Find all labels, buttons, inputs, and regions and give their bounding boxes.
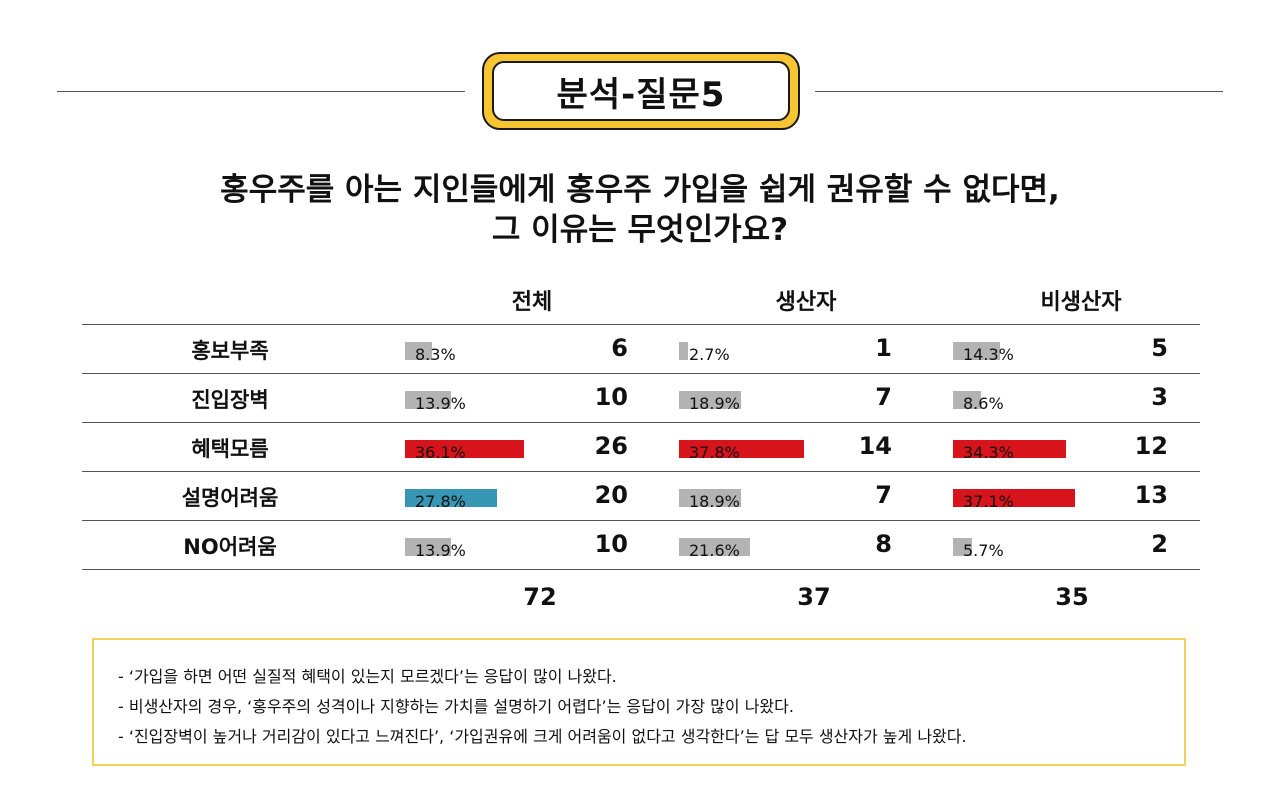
percent-label: 36.1%	[415, 443, 466, 462]
table-rule	[82, 324, 1200, 325]
table-row: NO어려움 13.9% 10 21.6% 8 5.7% 2	[0, 521, 1280, 570]
table-rule	[82, 471, 1200, 472]
percent-bar	[953, 391, 982, 409]
count-value: 2	[1151, 530, 1168, 558]
percent-bar	[679, 489, 742, 507]
total-all: 72	[523, 583, 557, 611]
row-label: NO어려움	[183, 535, 277, 559]
question-line-2: 그 이유는 무엇인가요?	[491, 212, 789, 248]
question-title: 홍우주를 아는 지인들에게 홍우주 가입을 쉽게 권유할 수 없다면, 그 이유…	[0, 170, 1280, 250]
column-header-all: 전체	[511, 290, 553, 315]
note-item: - ‘가입을 하면 어떤 실질적 혜택이 있는지 모르겠다’는 응답이 많이 나…	[118, 667, 617, 686]
percent-label: 37.1%	[963, 492, 1014, 511]
count-value: 26	[594, 432, 628, 460]
percent-label: 37.8%	[689, 443, 740, 462]
total-nonproducer: 35	[1055, 583, 1089, 611]
count-value: 10	[594, 383, 628, 411]
count-value: 5	[1151, 334, 1168, 362]
percent-label: 21.6%	[689, 541, 740, 560]
column-header-producer: 생산자	[775, 290, 837, 315]
section-title: 분석-질문5	[492, 61, 790, 121]
column-header-nonproducer: 비생산자	[1040, 290, 1122, 315]
header-rule-right	[815, 91, 1223, 92]
count-value: 8	[875, 530, 892, 558]
percent-label: 8.6%	[963, 394, 1004, 413]
percent-label: 18.9%	[689, 492, 740, 511]
percent-label: 34.3%	[963, 443, 1014, 462]
count-value: 12	[1134, 432, 1168, 460]
total-producer: 37	[797, 583, 831, 611]
row-label: 설명어려움	[181, 486, 279, 510]
table-rule	[82, 422, 1200, 423]
row-label: 진입장벽	[191, 388, 269, 412]
percent-bar	[953, 440, 1067, 458]
percent-bar	[953, 342, 1001, 360]
percent-label: 13.9%	[415, 541, 466, 560]
table-rule	[82, 373, 1200, 374]
table-row: 혜택모름 36.1% 26 37.8% 14 34.3% 12	[0, 423, 1280, 472]
count-value: 3	[1151, 383, 1168, 411]
percent-bar	[679, 538, 751, 556]
header-rule-left	[57, 91, 465, 92]
percent-bar	[405, 440, 525, 458]
percent-label: 5.7%	[963, 541, 1004, 560]
count-value: 10	[594, 530, 628, 558]
count-value: 13	[1134, 481, 1168, 509]
percent-label: 27.8%	[415, 492, 466, 511]
percent-bar	[953, 538, 972, 556]
note-item: - ‘진입장벽이 높거나 거리감이 있다고 느껴진다’, ‘가입권유에 크게 어…	[118, 727, 967, 746]
count-value: 6	[611, 334, 628, 362]
count-value: 1	[875, 334, 892, 362]
percent-bar	[405, 538, 451, 556]
percent-bar	[679, 391, 742, 409]
row-label: 혜택모름	[191, 437, 269, 461]
table-row: 홍보부족 8.3% 6 2.7% 1 14.3% 5	[0, 325, 1280, 374]
percent-label: 2.7%	[689, 345, 730, 364]
table-row: 설명어려움 27.8% 20 18.9% 7 37.1% 13	[0, 472, 1280, 521]
percent-bar	[679, 342, 688, 360]
table-row: 진입장벽 13.9% 10 18.9% 7 8.6% 3	[0, 374, 1280, 423]
table-rule	[82, 569, 1200, 570]
percent-label: 8.3%	[415, 345, 456, 364]
row-label: 홍보부족	[191, 339, 269, 363]
note-item: - 비생산자의 경우, ‘홍우주의 성격이나 지향하는 가치를 설명하기 어렵다…	[118, 697, 794, 716]
percent-bar	[405, 391, 451, 409]
percent-bar	[953, 489, 1076, 507]
table-rule	[82, 520, 1200, 521]
percent-label: 18.9%	[689, 394, 740, 413]
count-value: 7	[875, 481, 892, 509]
percent-label: 13.9%	[415, 394, 466, 413]
question-line-1: 홍우주를 아는 지인들에게 홍우주 가입을 쉽게 권유할 수 없다면,	[220, 172, 1060, 208]
count-value: 7	[875, 383, 892, 411]
count-value: 20	[594, 481, 628, 509]
section-badge: 분석-질문5	[482, 52, 800, 130]
percent-label: 14.3%	[963, 345, 1014, 364]
percent-bar	[679, 440, 804, 458]
count-value: 14	[858, 432, 892, 460]
percent-bar	[405, 489, 497, 507]
notes-box: - ‘가입을 하면 어떤 실질적 혜택이 있는지 모르겠다’는 응답이 많이 나…	[92, 638, 1186, 766]
percent-bar	[405, 342, 433, 360]
